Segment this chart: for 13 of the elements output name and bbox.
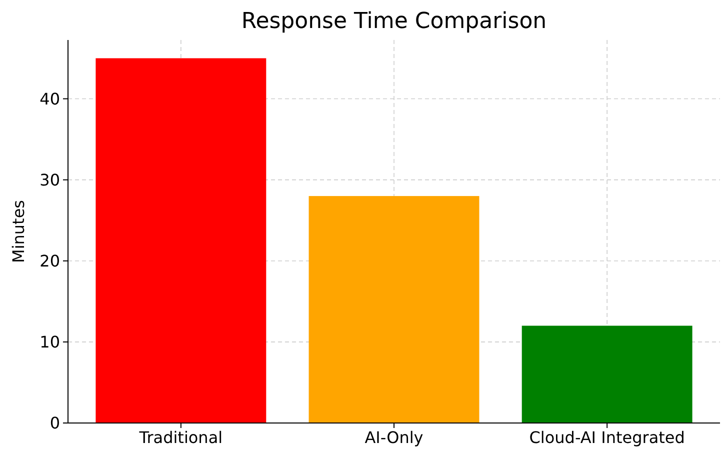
x-tick-label: Traditional: [138, 428, 223, 447]
y-tick-label: 20: [40, 251, 60, 270]
y-tick-label: 0: [50, 414, 60, 433]
bar: [308, 196, 480, 423]
y-axis-title: Minutes: [9, 200, 28, 263]
bar: [96, 58, 266, 423]
x-tick-label: Cloud-AI Integrated: [529, 428, 685, 447]
bar: [522, 326, 692, 423]
y-tick-label: 10: [40, 332, 60, 352]
y-tick-label: 30: [40, 170, 60, 190]
y-tick-label: 40: [40, 89, 60, 108]
x-tick-label: AI-Only: [364, 428, 424, 447]
chart-title: Response Time Comparison: [241, 9, 547, 34]
